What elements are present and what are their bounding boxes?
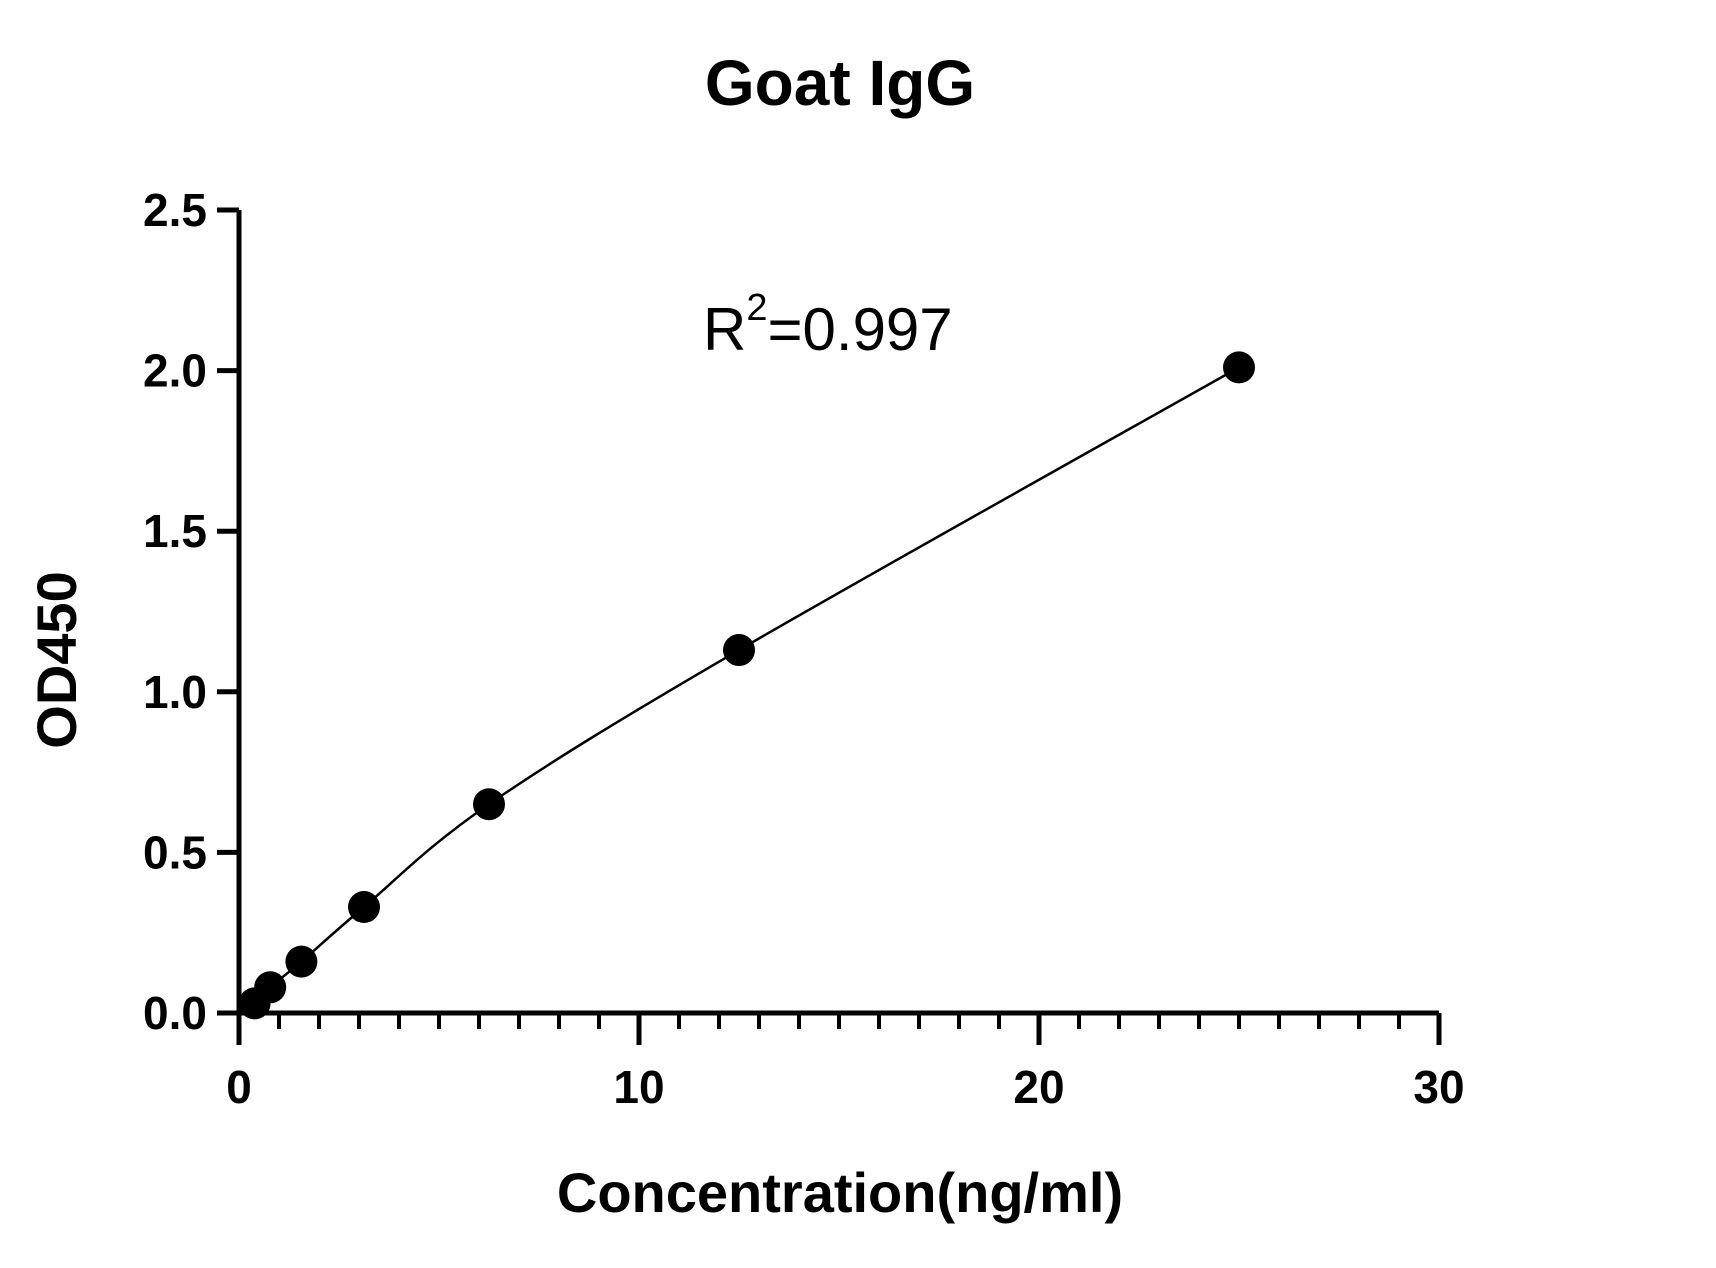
y-tick-label: 1.0 [143, 666, 207, 718]
y-axis-label: OD450 [25, 571, 88, 748]
data-point [723, 634, 755, 667]
data-point [254, 971, 287, 1004]
x-tick-label: 20 [1013, 1061, 1064, 1113]
fit-curve-line [242, 366, 1240, 1013]
axes: 0.0 0.5 1.0 1.5 2.0 2.5 0 10 20 30 [143, 184, 1465, 1113]
r-squared-annotation: R2=0.997 [703, 287, 953, 363]
x-axis-label: Concentration(ng/ml) [557, 1161, 1123, 1224]
y-tick-label: 1.5 [143, 505, 207, 557]
x-tick-label: 10 [613, 1061, 664, 1113]
y-tick-label: 2.5 [143, 184, 207, 236]
fit-curve-group [242, 366, 1240, 1013]
data-point [473, 788, 505, 821]
data-point [285, 945, 318, 978]
y-tick-label: 2.0 [143, 345, 207, 397]
chart-title: Goat IgG [705, 47, 975, 119]
y-tick-label: 0.5 [143, 826, 207, 878]
data-points [238, 351, 1255, 1020]
data-point [348, 891, 380, 924]
x-tick-label: 30 [1413, 1061, 1464, 1113]
y-tick-label: 0.0 [143, 987, 207, 1039]
data-point [1223, 351, 1255, 384]
x-tick-label: 0 [226, 1061, 252, 1113]
